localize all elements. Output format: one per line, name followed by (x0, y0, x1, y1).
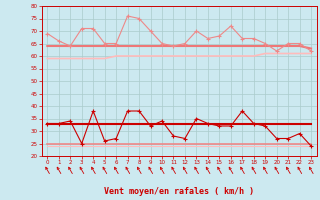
Text: Vent moyen/en rafales ( km/h ): Vent moyen/en rafales ( km/h ) (104, 187, 254, 196)
